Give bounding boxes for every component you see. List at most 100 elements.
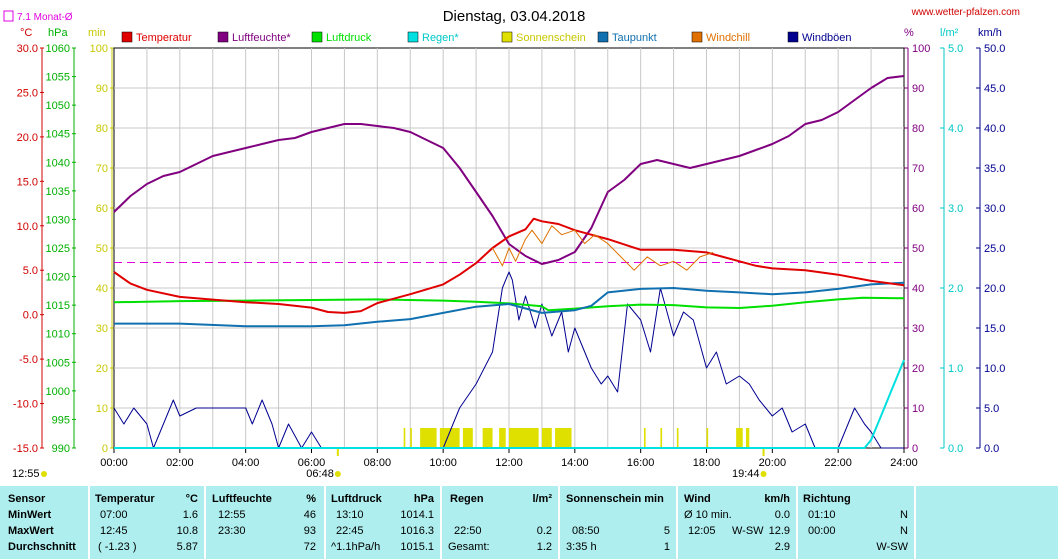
time-tick-label: 20:00 xyxy=(759,457,787,469)
sun-tick-label: 80 xyxy=(96,123,108,135)
series-line-luftfeuchte xyxy=(113,75,905,265)
statistics-table: Sensor MinWert MaxWert Durchschnitt Temp… xyxy=(0,486,1058,559)
wind-tick-label: 15.0 xyxy=(984,323,1005,335)
wind-tick-label: 40.0 xyxy=(984,123,1005,135)
pressure-tick-label: 1025 xyxy=(46,243,70,255)
temp-min-val: 1.6 xyxy=(182,509,198,521)
humidity-tick-label: 40 xyxy=(912,283,924,295)
wind-tick-label: 45.0 xyxy=(984,83,1005,95)
website-label: www.wetter-pfalzen.com xyxy=(911,7,1020,18)
time-tick-label: 24:00 xyxy=(890,457,918,469)
temp-tick-label: -10.0 xyxy=(13,399,38,411)
rain-unit-label: l/m² xyxy=(940,27,959,39)
sunrise-label: 06:48 xyxy=(306,468,334,480)
time-tick-label: 10:00 xyxy=(429,457,457,469)
sun-tick-label: 0 xyxy=(102,443,108,455)
sun-tick-label: 60 xyxy=(96,203,108,215)
sunshine-bar xyxy=(420,428,437,448)
wind-tick-label: 10.0 xyxy=(984,363,1005,375)
sun-icon xyxy=(41,471,47,477)
rain-sum-val: 1.2 xyxy=(536,541,552,553)
temp-avg-note: ( -1.23 ) xyxy=(98,541,137,553)
time-tick-label: 02:00 xyxy=(166,457,194,469)
temp-unit: °C xyxy=(185,493,198,505)
sunshine-bar xyxy=(736,428,743,448)
series-line-regen xyxy=(114,359,905,449)
legend-label: Temperatur xyxy=(136,32,192,44)
sun-max-val: 5 xyxy=(663,525,670,537)
legend-swatch xyxy=(501,31,513,43)
sunshine-bar xyxy=(643,428,646,448)
series-line-taupunkt xyxy=(114,281,905,328)
rain-tick-label: 3.0 xyxy=(948,203,963,215)
temp-tick-label: 15.0 xyxy=(17,176,38,188)
pressure-tick-label: 995 xyxy=(52,414,70,426)
pressure-tick-label: 990 xyxy=(52,443,70,455)
hum-title: Luftfeuchte xyxy=(212,493,272,505)
hum-avg-val: 72 xyxy=(303,541,316,553)
row-label-sensor: Sensor xyxy=(8,493,46,505)
sun-title: Sonnenschein min xyxy=(566,493,664,505)
legend-label: Luftfeuchte* xyxy=(232,32,291,44)
sunshine-bar xyxy=(660,428,663,448)
legend-label: Taupunkt xyxy=(612,32,657,44)
pressure-tick-label: 1050 xyxy=(46,100,70,112)
humidity-tick-label: 80 xyxy=(912,123,924,135)
temp-tick-label: 5.0 xyxy=(23,265,38,277)
press-avg-val: 1015.1 xyxy=(400,541,434,553)
time-tick-label: 04:00 xyxy=(232,457,260,469)
temp-unit-label: °C xyxy=(20,27,32,39)
pressure-tick-label: 1035 xyxy=(46,186,70,198)
sun-tick-label: 70 xyxy=(96,163,108,175)
time-tick-label: 12:00 xyxy=(495,457,523,469)
temp-tick-label: 25.0 xyxy=(17,87,38,99)
row-label-avg: Durchschnitt xyxy=(8,541,76,553)
hum-max-val: 93 xyxy=(303,525,316,537)
sunshine-bar xyxy=(410,428,412,448)
temp-tick-label: 30.0 xyxy=(17,43,38,55)
weather-chart: Dienstag, 03.04.2018 www.wetter-pfalzen.… xyxy=(3,7,1020,480)
legend-swatch xyxy=(597,31,609,43)
series-line-luftdruck xyxy=(113,296,905,312)
dir-avg-val: W-SW xyxy=(876,541,908,553)
rain-tick-label: 0.0 xyxy=(948,443,963,455)
hum-unit: % xyxy=(306,493,316,505)
dir-title: Richtung xyxy=(803,493,851,505)
first-time-label: 12:55 xyxy=(12,468,40,480)
time-tick-label: 00:00 xyxy=(100,457,128,469)
humidity-tick-label: 60 xyxy=(912,203,924,215)
sun-tick-label: 20 xyxy=(96,363,108,375)
humidity-tick-label: 70 xyxy=(912,163,924,175)
pressure-tick-label: 1005 xyxy=(46,357,70,369)
sunshine-bar xyxy=(555,428,572,448)
humidity-unit-label: % xyxy=(904,27,914,39)
wind-max-time: 12:05 xyxy=(688,525,716,537)
wind-unit-label: km/h xyxy=(978,27,1002,39)
sun-unit-label: min xyxy=(88,27,106,39)
pressure-tick-label: 1000 xyxy=(46,386,70,398)
hum-min-time: 12:55 xyxy=(218,509,246,521)
humidity-tick-label: 10 xyxy=(912,403,924,415)
rain-tick-label: 5.0 xyxy=(948,43,963,55)
press-max-time: 22:45 xyxy=(336,525,364,537)
wind-tick-label: 0.0 xyxy=(984,443,999,455)
wind-title: Wind xyxy=(684,493,711,505)
chart-title: Dienstag, 03.04.2018 xyxy=(443,8,586,25)
legend-label: Regen* xyxy=(422,32,459,44)
legend-swatch xyxy=(121,31,133,43)
sun-tick-label: 10 xyxy=(96,403,108,415)
sunset-icon xyxy=(760,471,767,477)
temp-max-val: 10.8 xyxy=(176,525,198,537)
pressure-tick-label: 1045 xyxy=(46,129,70,141)
hum-min-val: 46 xyxy=(303,509,316,521)
avg-legend-box xyxy=(3,10,14,22)
row-label-min: MinWert xyxy=(8,509,52,521)
rain-tick-label: 2.0 xyxy=(948,283,963,295)
temp-tick-label: 10.0 xyxy=(17,221,38,233)
time-tick-label: 16:00 xyxy=(627,457,655,469)
humidity-tick-label: 90 xyxy=(912,83,924,95)
sun-sum-label: 3:35 h xyxy=(566,541,597,553)
wind-max-val: 12.9 xyxy=(768,525,790,537)
humidity-tick-label: 0 xyxy=(912,443,918,455)
wind-max-dir: W-SW xyxy=(732,525,764,537)
